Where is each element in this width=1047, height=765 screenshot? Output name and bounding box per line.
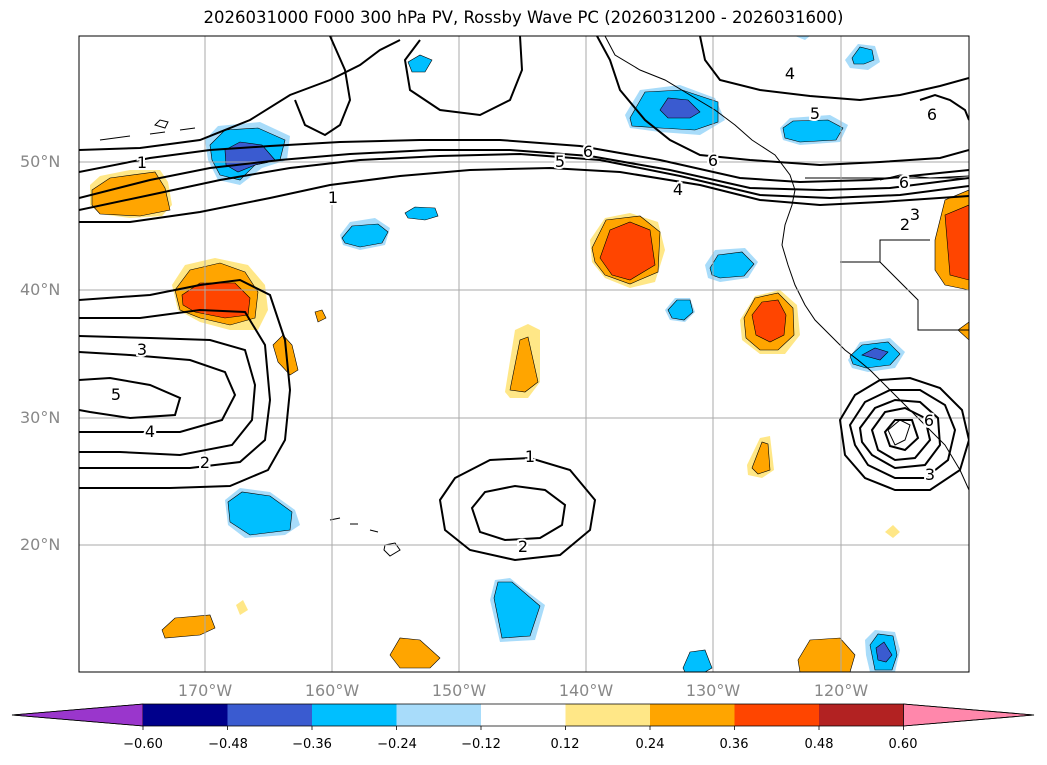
lon-label: 130°W [685, 681, 741, 700]
contour-label: 3 [137, 340, 147, 359]
lon-label: 140°W [558, 681, 614, 700]
contour-labels: 1 5 6 6 4 1 3 5 4 2 1 2 4 5 6 6 3 2 3 6 [109, 62, 939, 558]
lat-label: 40°N [20, 280, 61, 299]
lat-label: 50°N [20, 152, 61, 171]
colorbar-swatch [734, 704, 819, 726]
colorbar-tick-label: 0.48 [804, 737, 834, 752]
map-title: 2026031000 F000 300 hPa PV, Rossby Wave … [203, 8, 844, 27]
contour-label: 4 [145, 422, 155, 441]
colorbar-swatch [819, 704, 904, 726]
colorbar-swatch [312, 704, 397, 726]
contour-label: 5 [810, 104, 820, 123]
contour-label: 5 [111, 385, 121, 404]
colorbar-swatch [227, 704, 312, 726]
colorbar-tick-label: −0.24 [377, 737, 417, 752]
colorbar-tick-label: 0.12 [550, 737, 580, 752]
lon-label: 150°W [431, 681, 487, 700]
contour-label: 6 [927, 105, 937, 124]
contour-label: 6 [583, 142, 593, 161]
colorbar-tick-label: −0.12 [461, 737, 501, 752]
colorbar-tick-label: −0.60 [123, 737, 163, 752]
colorbar-swatch [143, 704, 228, 726]
lon-label: 120°W [813, 681, 869, 700]
colorbar [11, 703, 1035, 730]
colorbar-tick-label: −0.48 [208, 737, 248, 752]
contour-label: 2 [518, 537, 528, 556]
contours [79, 36, 969, 562]
contour-label: 6 [899, 173, 909, 192]
contour-label: 6 [924, 411, 934, 430]
map-frame [78, 35, 970, 673]
contour-label: 3 [925, 465, 935, 484]
lat-label: 20°N [20, 535, 61, 554]
lat-label: 30°N [20, 408, 61, 427]
colorbar-tick-label: 0.24 [635, 737, 665, 752]
lon-label: 160°W [304, 681, 360, 700]
contour-label: 3 [910, 205, 920, 224]
contour-label: 5 [555, 152, 565, 171]
contour-label: 2 [200, 453, 210, 472]
contour-label: 1 [137, 153, 147, 172]
colorbar-extend-high [903, 703, 1035, 727]
negative-pv-anomalies [205, 36, 905, 672]
contour-label: 4 [673, 180, 683, 199]
colorbar-swatch [650, 704, 735, 726]
contour-label: 6 [708, 151, 718, 170]
colorbar-tick-label: 0.36 [719, 737, 749, 752]
colorbar-extend-low [11, 703, 144, 727]
lon-label: 170°W [177, 681, 233, 700]
colorbar-swatch [396, 704, 481, 726]
contour-label: 1 [525, 447, 535, 466]
contour-label: 2 [900, 215, 910, 234]
colorbar-tick-label: −0.36 [292, 737, 332, 752]
contour-label: 4 [785, 64, 795, 83]
colorbar-swatch [565, 704, 650, 726]
colorbar-swatch [481, 704, 566, 726]
contour-label: 1 [328, 188, 338, 207]
colorbar-tick-label: 0.60 [888, 737, 918, 752]
